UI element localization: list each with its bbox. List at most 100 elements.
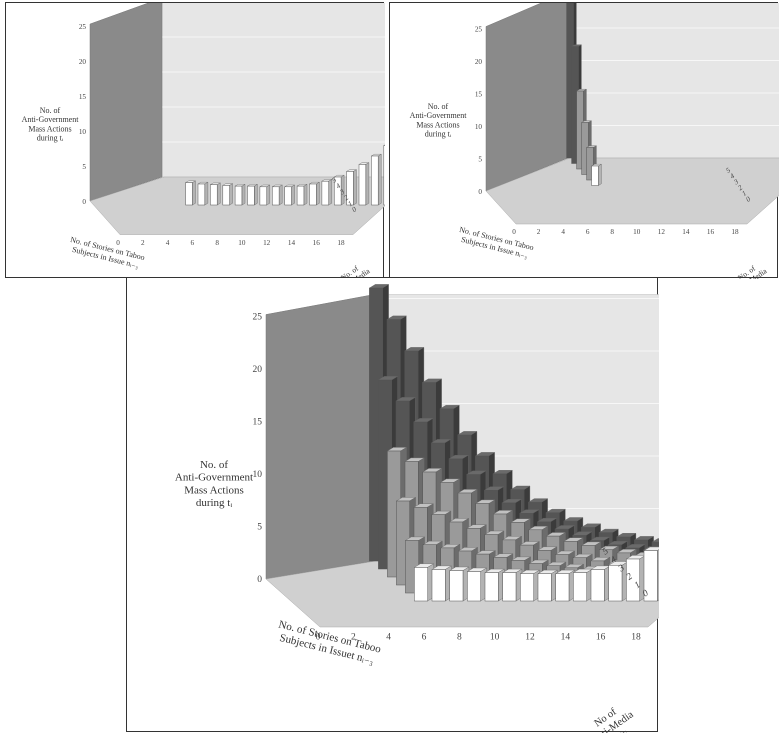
bar	[358, 162, 370, 206]
plot-area	[265, 284, 659, 628]
x-tick-label: 6	[422, 633, 427, 643]
bar	[209, 182, 222, 206]
x-tick-label: 8	[215, 239, 219, 247]
bar	[283, 184, 296, 206]
x-tick-label: 12	[263, 239, 271, 247]
bar	[590, 163, 603, 186]
x-tick-label: 4	[386, 633, 391, 643]
bar	[234, 183, 246, 206]
y-tick-label: 0	[257, 575, 262, 585]
bar	[184, 180, 197, 206]
bar	[321, 179, 333, 206]
x-tick-label: 2	[141, 239, 145, 247]
x-tick-label: 14	[682, 228, 690, 236]
bar	[383, 144, 385, 206]
y-tick-label: 0	[478, 188, 482, 196]
x-axis-label: No. of Stories on TabooSubjects in Issue…	[67, 235, 146, 271]
z-axis-label: No. ofAnti-MediaActsduring tᵢ₋₃	[730, 259, 779, 279]
bar	[572, 568, 594, 602]
z-tick-label: 2	[625, 572, 635, 583]
z-tick-label: 2	[737, 183, 745, 192]
y-tick-label: 0	[82, 198, 86, 206]
bar	[222, 183, 234, 206]
x-tick-label: 2	[537, 228, 541, 236]
y-tick-label: 15	[79, 93, 87, 101]
x-tick-label: 0	[512, 228, 516, 236]
y-tick-label: 5	[257, 523, 262, 533]
y-tick-label: 15	[475, 91, 483, 99]
z-tick-label: 5	[725, 166, 733, 175]
bar	[501, 568, 523, 602]
x-tick-label: 18	[337, 239, 345, 247]
side-wall	[485, 3, 569, 192]
x-axis-label: No. of Stories on TabooSubjects in Issue…	[456, 225, 535, 261]
x-tick-label: 8	[610, 228, 614, 236]
bar	[246, 183, 259, 206]
bar	[554, 569, 576, 602]
y-tick-label: 20	[475, 58, 483, 66]
x-tick-label: 6	[586, 228, 590, 236]
z-tick-label: 0	[351, 205, 359, 214]
x-tick-label: 18	[731, 228, 739, 236]
y-tick-label: 10	[253, 470, 263, 480]
bar	[431, 565, 453, 602]
z-tick-label: 2	[343, 193, 351, 202]
back-wall	[567, 3, 779, 159]
x-tick-label: 12	[658, 228, 666, 236]
z-tick-label: 1	[741, 189, 749, 198]
y-tick-label: 10	[79, 128, 87, 136]
chart-panel-bottom: 0 5 10 15 20 25 0 2 4 6 8 10 12 14 16 18 0 1 2 3 4 5 No. of Ant…	[126, 277, 659, 733]
x-tick-label: 14	[561, 633, 571, 643]
x-tick-label: 18	[631, 633, 641, 643]
bar	[643, 546, 659, 602]
bar	[537, 569, 559, 602]
bar	[448, 566, 470, 602]
x-tick-label: 16	[596, 633, 606, 643]
y-tick-label: 20	[79, 58, 87, 66]
bar	[466, 567, 488, 602]
z-tick-label: 5	[601, 546, 611, 557]
side-wall	[89, 3, 163, 202]
bar	[590, 565, 612, 602]
z-tick-label: 4	[335, 182, 343, 191]
z-tick-label: 3	[732, 178, 741, 187]
y-tick-label: 25	[475, 26, 483, 34]
bar	[308, 181, 321, 206]
bar	[370, 153, 383, 206]
y-tick-label: 25	[79, 23, 87, 31]
bar	[345, 169, 358, 206]
y-tick-label: 5	[478, 156, 482, 164]
chart-panel-top-left: 0 5 10 15 20 25 0 2 4 6 8 10 12 14 16 18 0 1 2 3 4 5 No. of Ant…	[5, 2, 385, 279]
x-tick-label: 12	[525, 633, 535, 643]
bar	[333, 174, 345, 206]
x-tick-label: 8	[457, 633, 462, 643]
y-axis-label: No. of Anti-Government Mass Actions during …	[175, 459, 253, 509]
bar	[519, 569, 541, 602]
x-tick-label: 16	[707, 228, 715, 236]
z-tick-label: 5	[331, 176, 339, 185]
bar	[413, 563, 435, 602]
plot-area	[485, 3, 779, 225]
x-tick-label: 0	[116, 239, 120, 247]
y-tick-label: 25	[253, 313, 263, 323]
z-tick-label: 0	[745, 195, 753, 204]
y-tick-label: 5	[82, 163, 86, 171]
z-tick-label: 3	[616, 563, 627, 575]
x-tick-label: 4	[561, 228, 565, 236]
x-tick-label: 16	[313, 239, 321, 247]
bar	[271, 184, 283, 206]
back-wall	[161, 3, 385, 178]
y-tick-label: 10	[475, 123, 483, 131]
bar	[259, 184, 271, 206]
x-tick-label: 10	[490, 633, 500, 643]
x-tick-label: 10	[238, 239, 246, 247]
z-tick-label: 1	[347, 200, 355, 209]
x-tick-label: 6	[191, 239, 195, 247]
x-tick-label: 14	[288, 239, 296, 247]
y-axis-label: No. of Anti-Government Mass Actions during …	[410, 102, 468, 139]
z-tick-label: 4	[729, 172, 737, 181]
bar	[296, 183, 308, 206]
